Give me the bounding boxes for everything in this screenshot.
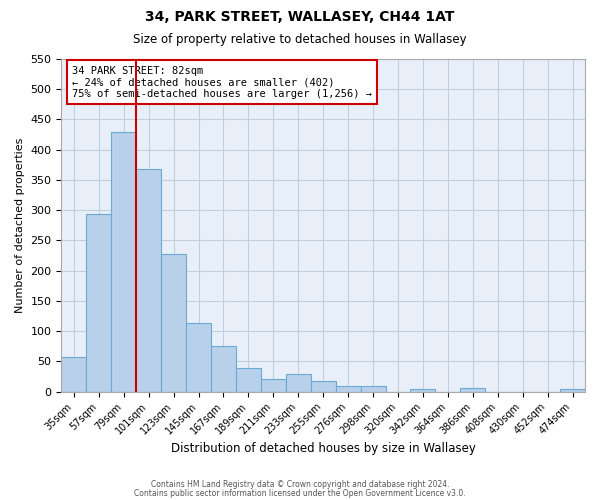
Text: Contains public sector information licensed under the Open Government Licence v3: Contains public sector information licen… <box>134 490 466 498</box>
Bar <box>86 214 111 392</box>
Bar <box>161 254 186 392</box>
Bar <box>111 132 136 392</box>
Bar <box>236 368 261 392</box>
Bar <box>410 388 436 392</box>
Text: Size of property relative to detached houses in Wallasey: Size of property relative to detached ho… <box>133 32 467 46</box>
Bar <box>311 381 335 392</box>
Bar <box>61 357 86 392</box>
Bar <box>286 374 311 392</box>
Bar <box>136 169 161 392</box>
Bar <box>211 346 236 392</box>
Bar <box>460 388 485 392</box>
Text: 34 PARK STREET: 82sqm
← 24% of detached houses are smaller (402)
75% of semi-det: 34 PARK STREET: 82sqm ← 24% of detached … <box>72 66 372 99</box>
Text: Contains HM Land Registry data © Crown copyright and database right 2024.: Contains HM Land Registry data © Crown c… <box>151 480 449 489</box>
Text: 34, PARK STREET, WALLASEY, CH44 1AT: 34, PARK STREET, WALLASEY, CH44 1AT <box>145 10 455 24</box>
Bar <box>560 388 585 392</box>
Bar <box>361 386 386 392</box>
Bar <box>186 324 211 392</box>
Bar <box>261 379 286 392</box>
X-axis label: Distribution of detached houses by size in Wallasey: Distribution of detached houses by size … <box>171 442 476 455</box>
Bar <box>335 386 361 392</box>
Y-axis label: Number of detached properties: Number of detached properties <box>15 138 25 313</box>
